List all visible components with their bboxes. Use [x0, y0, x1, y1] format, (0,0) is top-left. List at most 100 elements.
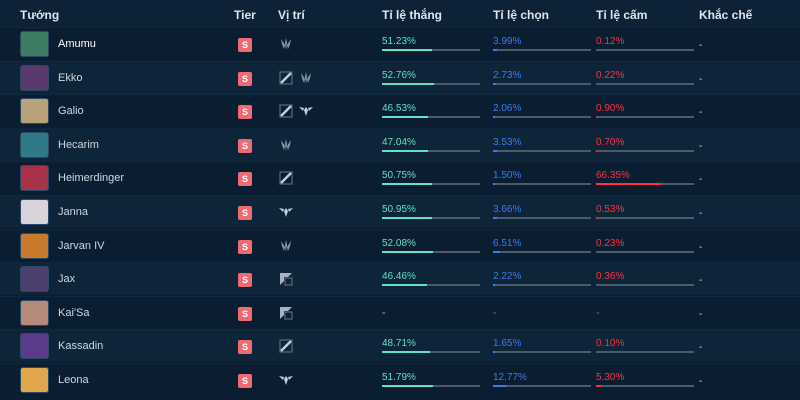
- column-header-position[interactable]: Vị trí: [278, 8, 305, 22]
- champion-avatar[interactable]: [20, 64, 49, 91]
- ban-rate-value: -: [596, 306, 600, 319]
- column-header-pick-rate[interactable]: Tỉ lệ chọn: [493, 8, 550, 22]
- counter-value: -: [699, 275, 703, 287]
- support-icon: [279, 376, 293, 385]
- support-icon: [299, 107, 313, 117]
- ban-rate-bar: [596, 284, 694, 287]
- table-row[interactable]: Heimerdinger S 50.75% 1.50% 66.35% -: [0, 161, 800, 195]
- ban-rate-bar: [596, 49, 694, 51]
- champion-name[interactable]: Kassadin: [58, 340, 104, 353]
- counter-value: -: [699, 342, 703, 354]
- ban-rate-value: 0.53%: [596, 204, 625, 215]
- win-rate-bar-fill: [382, 351, 431, 354]
- ban-rate-cell: 0.53%: [596, 200, 696, 220]
- win-rate-cell: 46.53%: [382, 99, 482, 119]
- win-rate-value: 51.79%: [382, 372, 416, 383]
- column-header-counter[interactable]: Khắc chế: [699, 8, 753, 22]
- champion-avatar[interactable]: [20, 98, 49, 125]
- champion-avatar[interactable]: [20, 266, 49, 293]
- ban-rate-bar: [596, 250, 694, 253]
- ban-rate-value: 0.12%: [596, 36, 625, 47]
- role-icons: [278, 238, 298, 254]
- column-header-win-rate[interactable]: Tỉ lệ thắng: [382, 8, 442, 22]
- column-header-champion[interactable]: Tướng: [20, 8, 60, 22]
- ban-rate-value: 0.36%: [596, 271, 625, 283]
- table-row[interactable]: Jarvan IV S 52.08% 6.51% 0.23% -: [0, 228, 800, 262]
- pick-rate-value: 1.50%: [493, 170, 522, 182]
- role-icons: [278, 137, 298, 153]
- counter-value: -: [699, 376, 703, 387]
- table-row[interactable]: Kassadin S 48.71% 1.65% 0.10% -: [0, 329, 800, 363]
- champion-name[interactable]: Galio: [58, 105, 84, 118]
- counter-value: -: [699, 208, 703, 219]
- tier-badge: S: [238, 71, 252, 86]
- pick-rate-bar: [493, 385, 591, 387]
- top-lane-icon: [280, 273, 293, 286]
- role-icons: [278, 271, 298, 287]
- win-rate-bar-fill: [382, 183, 432, 186]
- champion-avatar[interactable]: [20, 333, 49, 360]
- table-row[interactable]: Amumu S 51.23% 3.99% 0.12% -: [0, 27, 800, 60]
- pick-rate-bar-fill: [493, 250, 500, 253]
- win-rate-cell: 52.08%: [382, 234, 482, 254]
- table-row[interactable]: Jax S 46.46% 2.22% 0.36% -: [0, 262, 800, 296]
- win-rate-bar: [382, 217, 480, 219]
- champion-name[interactable]: Leona: [58, 374, 89, 386]
- table-row[interactable]: Galio S 46.53% 2.06% 0.90% -: [0, 94, 800, 128]
- champion-name[interactable]: Jax: [58, 273, 76, 286]
- win-rate-bar: [382, 116, 480, 119]
- ban-rate-bar-fill: [596, 217, 597, 219]
- column-header-tier[interactable]: Tier: [234, 8, 256, 22]
- win-rate-value: 50.95%: [382, 204, 416, 215]
- champion-avatar[interactable]: [20, 299, 49, 326]
- table-row[interactable]: Kai'Sa S - - - -: [0, 295, 800, 329]
- pick-rate-bar-fill: [493, 385, 506, 387]
- champion-name[interactable]: Hecarim: [58, 138, 99, 151]
- champion-avatar[interactable]: [20, 199, 49, 225]
- champion-avatar[interactable]: [20, 367, 49, 393]
- ban-rate-value: 0.23%: [596, 237, 625, 249]
- table-row[interactable]: Ekko S 52.76% 2.73% 0.22% -: [0, 60, 800, 94]
- pick-rate-bar: [493, 351, 591, 354]
- column-header-ban-rate[interactable]: Tỉ lệ cấm: [596, 8, 648, 22]
- ban-rate-cell: 0.23%: [596, 234, 696, 254]
- win-rate-cell: 52.76%: [382, 66, 482, 86]
- pick-rate-value: 1.65%: [493, 338, 522, 350]
- pick-rate-bar-fill: [493, 82, 496, 85]
- champion-name[interactable]: Janna: [58, 206, 88, 218]
- counter-value: -: [699, 308, 703, 320]
- ban-rate-value: 5.30%: [596, 372, 625, 383]
- tier-badge: S: [238, 172, 252, 187]
- pick-rate-value: 3.53%: [493, 136, 522, 148]
- tier-badge: S: [238, 206, 252, 220]
- counter-value: -: [699, 241, 703, 253]
- counter-value: -: [699, 73, 703, 85]
- table-row[interactable]: Leona S 51.79% 12.77% 5.30% -: [0, 363, 800, 396]
- table-row[interactable]: Janna S 50.95% 3.66% 0.53% -: [0, 195, 800, 228]
- ban-rate-cell: 0.90%: [596, 99, 696, 119]
- champion-name[interactable]: Jarvan IV: [58, 239, 105, 252]
- champion-avatar[interactable]: [20, 31, 49, 57]
- role-icons: [278, 36, 298, 52]
- ban-rate-cell: 0.70%: [596, 133, 696, 153]
- win-rate-cell: 51.79%: [382, 368, 482, 388]
- champion-name[interactable]: Amumu: [58, 38, 96, 50]
- champion-avatar[interactable]: [20, 131, 49, 158]
- win-rate-cell: 50.95%: [382, 200, 482, 220]
- win-rate-value: 52.08%: [382, 237, 416, 249]
- win-rate-cell: 51.23%: [382, 32, 482, 52]
- champion-name[interactable]: Kai'Sa: [58, 306, 90, 319]
- role-icons: [278, 305, 298, 321]
- table-row[interactable]: Hecarim S 47.04% 3.53% 0.70% -: [0, 127, 800, 161]
- counter-value: -: [699, 174, 703, 186]
- pick-rate-bar: [493, 250, 591, 253]
- ban-rate-cell: 0.22%: [596, 66, 696, 86]
- pick-rate-bar: [493, 49, 591, 51]
- champion-avatar[interactable]: [20, 165, 49, 192]
- mid-lane-icon: [279, 70, 293, 85]
- champion-name[interactable]: Ekko: [58, 71, 83, 84]
- pick-rate-bar-fill: [493, 183, 495, 186]
- mid-lane-icon: [279, 339, 293, 353]
- champion-name[interactable]: Heimerdinger: [58, 172, 125, 185]
- champion-avatar[interactable]: [20, 232, 49, 259]
